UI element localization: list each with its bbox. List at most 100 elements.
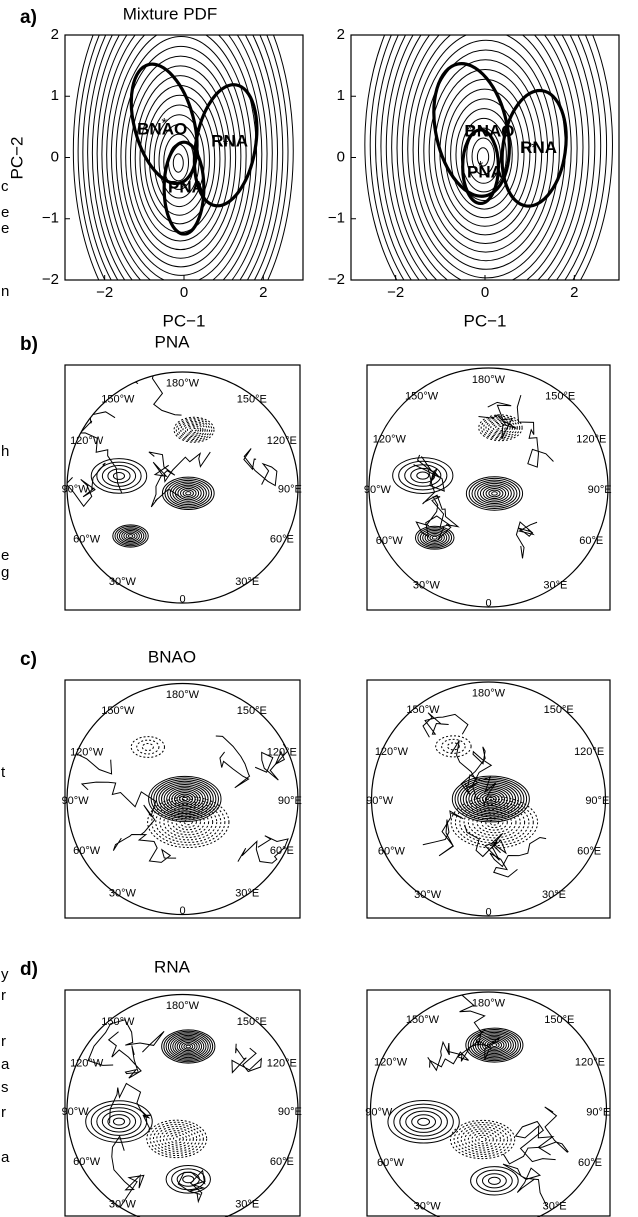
- coastline: [177, 1169, 206, 1204]
- margin-fragment: e: [1, 547, 9, 564]
- coastline: [215, 735, 251, 789]
- longitude-label: 120°E: [267, 1058, 297, 1070]
- contour-line: [106, 35, 258, 280]
- contour-line: [491, 1043, 498, 1048]
- contour-line: [171, 1168, 206, 1191]
- coastline: [87, 1019, 165, 1066]
- contour-line: [416, 471, 430, 480]
- contour-line: [447, 742, 460, 751]
- contour-line: [164, 478, 213, 509]
- contour-line: [444, 88, 525, 219]
- longitude-label: 60°W: [73, 845, 101, 857]
- panel-title: Mixture PDF: [123, 4, 217, 23]
- contour-line: [151, 798, 226, 846]
- margin-fragment: e: [1, 204, 9, 221]
- contour-line: [482, 486, 507, 501]
- contour-line: [146, 1119, 208, 1159]
- margin-fragment: t: [1, 764, 6, 781]
- contour-line: [410, 467, 436, 484]
- longitude-label: 30°W: [414, 889, 442, 901]
- map-contours: [422, 712, 547, 878]
- longitude-label: 90°W: [366, 795, 394, 807]
- mode-ellipse: [500, 88, 568, 208]
- contour-line: [130, 736, 165, 758]
- contour-line: [167, 808, 210, 836]
- contour-line: [472, 809, 517, 836]
- margin-fragment: r: [1, 1033, 6, 1050]
- longitude-label: 30°E: [235, 888, 259, 900]
- contour-line: [107, 468, 131, 484]
- longitude-label: 120°W: [70, 747, 104, 759]
- contour-line: [417, 1117, 431, 1126]
- coastline: [502, 1163, 548, 1208]
- y-tick-label: 0: [51, 148, 59, 165]
- contour-line: [167, 1033, 209, 1060]
- contour-line: [385, 35, 590, 280]
- contour-line: [179, 795, 191, 803]
- contour-line: [479, 791, 503, 807]
- map-contours: [392, 394, 554, 559]
- mode-star: *: [531, 139, 537, 155]
- contour-line: [167, 479, 210, 507]
- y-axis-label: PC−2: [7, 137, 26, 180]
- coastline: [502, 1106, 569, 1165]
- contour-line: [463, 803, 526, 841]
- panel-label: b): [20, 334, 38, 355]
- mode-star: *: [181, 179, 187, 195]
- contour-line: [467, 806, 521, 839]
- contour-line: [485, 487, 504, 499]
- contour-line: [426, 532, 443, 543]
- contour-line: [172, 483, 205, 504]
- map-box: [64, 364, 301, 611]
- contour-line: [147, 796, 230, 849]
- contour-line: [484, 1038, 505, 1052]
- coastline: [422, 712, 469, 738]
- longitude-label: 120°E: [267, 435, 297, 447]
- contour-line: [144, 94, 216, 225]
- longitude-label: 30°E: [542, 889, 566, 901]
- longitude-label: 150°W: [406, 1014, 440, 1026]
- longitude-label: 180°W: [166, 689, 200, 701]
- contour-line: [174, 1037, 203, 1056]
- contour-line: [134, 75, 226, 242]
- contour-line: [172, 1036, 205, 1057]
- x-axis-label: PC−1: [163, 311, 206, 330]
- contour-line: [465, 1027, 524, 1063]
- contour-line: [161, 783, 209, 815]
- contour-line: [96, 1107, 142, 1136]
- contours: * * *: [72, 35, 294, 280]
- contour-line: [486, 1040, 503, 1050]
- mode-ellipse: [461, 128, 500, 206]
- longitude-label: 90°E: [278, 1106, 302, 1118]
- x-tick-label: 0: [481, 284, 489, 301]
- contour-line: [401, 35, 572, 280]
- contour-line: [129, 65, 231, 251]
- longitude-label: 150°E: [237, 394, 267, 406]
- contour-line: [477, 482, 512, 505]
- contour-line: [165, 1164, 211, 1194]
- contour-line: [114, 525, 147, 547]
- contour-line: [82, 35, 284, 280]
- longitude-label: 120°W: [70, 1058, 104, 1070]
- contour-line: [364, 35, 613, 280]
- x-tick-label: 2: [570, 284, 578, 301]
- coastline: [80, 781, 157, 836]
- contour-line: [495, 424, 506, 432]
- contour-line: [483, 417, 518, 439]
- contour-line: [478, 414, 523, 442]
- map-contours: [67, 372, 278, 548]
- map-boundary: [370, 681, 607, 917]
- longitude-label: 60°W: [73, 533, 101, 545]
- x-tick-label: −2: [387, 284, 404, 301]
- contour-line: [429, 534, 441, 542]
- contour-line: [150, 777, 219, 821]
- contour-line: [454, 798, 534, 847]
- contour-line: [161, 1029, 216, 1064]
- contour-line: [457, 778, 525, 820]
- margin-fragment: y: [1, 966, 9, 983]
- contour-line: [165, 1032, 211, 1061]
- longitude-label: 120°E: [574, 746, 604, 758]
- contour-line: [148, 104, 210, 216]
- longitude-label: 180°W: [166, 377, 200, 389]
- mode-label: BNAO: [464, 121, 514, 140]
